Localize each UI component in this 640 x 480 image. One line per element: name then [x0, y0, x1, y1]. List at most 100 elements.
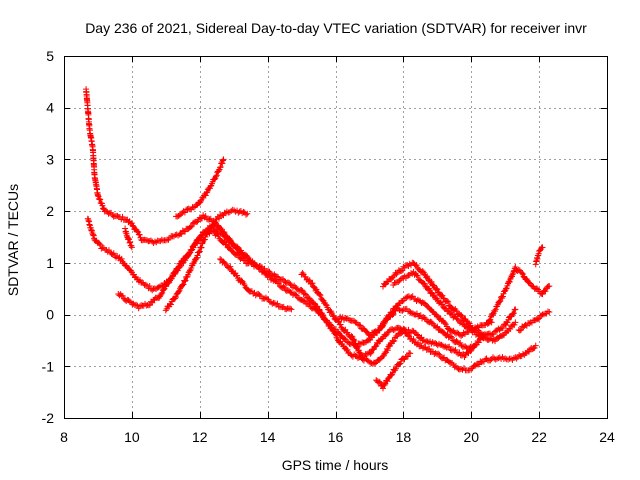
data-marker [458, 342, 465, 349]
data-point [346, 349, 353, 356]
data-marker [354, 355, 361, 362]
data-marker [211, 175, 218, 182]
data-marker [372, 360, 379, 367]
data-marker [176, 212, 183, 219]
series-track-5 [172, 156, 227, 220]
data-marker [97, 196, 104, 203]
x-tick-label: 14 [260, 429, 276, 445]
data-marker [313, 286, 320, 293]
data-marker [357, 350, 364, 357]
data-marker [495, 355, 502, 362]
data-marker [368, 349, 375, 356]
data-marker [354, 344, 361, 351]
data-marker [205, 228, 212, 235]
series-track-14 [515, 308, 553, 334]
series-track-4 [162, 206, 251, 314]
data-marker [441, 319, 448, 326]
y-tick-label: -1 [42, 358, 55, 374]
data-marker [180, 208, 187, 215]
data-marker [445, 298, 452, 305]
data-marker [180, 281, 187, 288]
data-marker [251, 289, 258, 296]
data-marker [376, 378, 383, 385]
data-marker [419, 268, 426, 275]
data-point [539, 244, 546, 251]
data-marker [544, 308, 551, 315]
data-marker [391, 337, 398, 344]
data-marker [202, 192, 209, 199]
data-marker [433, 285, 440, 292]
data-marker [384, 378, 391, 385]
data-marker [199, 240, 206, 247]
data-point [532, 342, 539, 349]
data-marker [421, 314, 428, 321]
data-marker [433, 295, 440, 302]
data-marker [127, 238, 134, 245]
data-marker [217, 163, 224, 170]
x-tick-label: 10 [124, 429, 140, 445]
data-marker [455, 341, 462, 348]
data-point [203, 189, 210, 196]
data-marker [510, 268, 517, 275]
data-marker [414, 272, 421, 279]
data-marker [182, 277, 189, 284]
data-marker [426, 345, 433, 352]
data-marker [330, 312, 337, 319]
data-marker [416, 312, 423, 319]
data-marker [249, 260, 256, 267]
data-point [220, 156, 227, 163]
data-marker [119, 213, 126, 220]
data-marker [179, 282, 186, 289]
data-marker [197, 232, 204, 239]
data-marker [452, 346, 459, 353]
data-marker [424, 273, 431, 280]
y-tick-label: 2 [46, 203, 54, 219]
data-point [217, 256, 224, 263]
x-tick-label: 16 [328, 429, 344, 445]
data-marker [299, 269, 306, 276]
series-track-7 [298, 269, 488, 367]
data-marker [384, 347, 391, 354]
data-marker [126, 236, 133, 243]
data-marker [337, 321, 344, 328]
data-marker [181, 209, 188, 216]
data-marker [542, 288, 549, 295]
data-marker [126, 298, 133, 305]
data-marker [453, 307, 460, 314]
data-marker [198, 244, 205, 251]
data-point [458, 365, 465, 372]
data-marker [96, 240, 103, 247]
x-tick-label: 20 [463, 429, 479, 445]
data-marker [446, 343, 453, 350]
data-marker [510, 310, 517, 317]
data-marker [401, 264, 408, 271]
data-point [434, 323, 441, 330]
data-marker [423, 346, 430, 353]
data-marker [511, 321, 518, 328]
data-marker [467, 325, 474, 332]
data-marker [413, 331, 420, 338]
data-marker [397, 275, 404, 282]
series-track-6 [217, 256, 295, 313]
data-marker [507, 326, 514, 333]
data-marker [175, 288, 182, 295]
data-marker [392, 279, 399, 286]
data-marker [352, 340, 359, 347]
data-marker [397, 360, 404, 367]
data-marker [384, 316, 391, 323]
data-marker [226, 209, 233, 216]
data-point [118, 255, 125, 262]
data-marker [110, 213, 117, 220]
data-marker [389, 308, 396, 315]
data-marker [157, 238, 164, 245]
data-point [400, 325, 407, 332]
data-marker [381, 382, 388, 389]
data-marker [413, 262, 420, 269]
data-marker [134, 228, 141, 235]
axis-ticks [64, 56, 608, 419]
data-marker [497, 298, 504, 305]
data-marker [408, 270, 415, 277]
data-marker [496, 299, 503, 306]
data-marker [453, 337, 460, 344]
